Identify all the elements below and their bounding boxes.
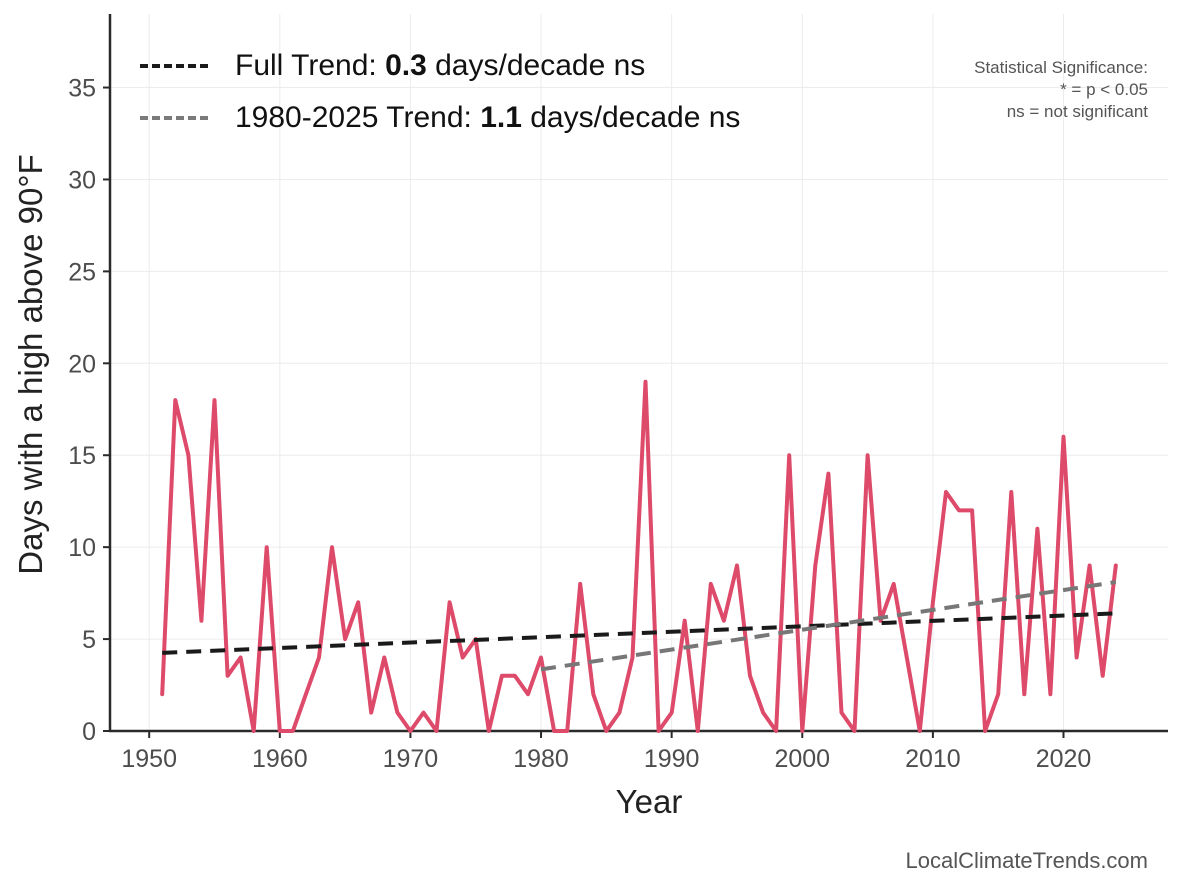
- x-tick-label: 2000: [774, 745, 830, 773]
- legend-item-recent-trend: 1980-2025 Trend: 1.1 days/decade ns: [140, 92, 740, 144]
- y-tick-label: 35: [68, 75, 96, 103]
- legend-full-trend-significance: ns: [613, 49, 646, 82]
- y-tick-label: 15: [68, 442, 96, 470]
- x-tick-label: 1950: [121, 745, 177, 773]
- y-tick-label: 0: [82, 718, 96, 746]
- legend: Full Trend: 0.3 days/decade ns 1980-2025…: [140, 40, 740, 144]
- significance-note: Statistical Significance: * = p < 0.05 n…: [974, 57, 1148, 123]
- series-line-days-above-90: [160, 379, 1118, 733]
- legend-swatch-full-trend: [140, 64, 208, 68]
- legend-recent-trend-significance: ns: [708, 101, 741, 134]
- y-tick-label: 30: [68, 166, 96, 194]
- legend-full-trend-label: Full Trend: [235, 49, 369, 82]
- x-axis-title: Year: [616, 783, 683, 820]
- significance-note-title: Statistical Significance:: [974, 58, 1148, 77]
- legend-full-trend-unit: days/decade: [435, 49, 606, 82]
- legend-swatch-recent-trend: [140, 116, 208, 120]
- recent-trend-line: [540, 580, 1117, 672]
- y-tick-label: 20: [68, 350, 96, 378]
- legend-item-full-trend: Full Trend: 0.3 days/decade ns: [140, 40, 740, 92]
- x-tick-label: 1990: [644, 745, 700, 773]
- legend-recent-trend-unit: days/decade: [530, 101, 701, 134]
- source-credit: LocalClimateTrends.com: [905, 848, 1149, 873]
- y-tick-label: 5: [82, 626, 96, 654]
- x-tick-label: 2020: [1036, 745, 1092, 773]
- y-tick-label: 10: [68, 534, 96, 562]
- x-tick-label: 2010: [905, 745, 961, 773]
- full-trend-line: [162, 611, 1116, 655]
- significance-note-threshold: * = p < 0.05: [1060, 80, 1148, 99]
- legend-full-trend-value: 0.3: [385, 49, 427, 82]
- legend-recent-trend-value: 1.1: [480, 101, 522, 134]
- x-tick-label: 1960: [252, 745, 308, 773]
- significance-note-ns: ns = not significant: [1006, 102, 1148, 121]
- y-axis-title: Days with a high above 90°F: [12, 154, 49, 574]
- legend-recent-trend-label: 1980-2025 Trend: [235, 101, 464, 134]
- y-tick-label: 25: [68, 258, 96, 286]
- x-tick-label: 1970: [383, 745, 439, 773]
- x-tick-label: 1980: [513, 745, 569, 773]
